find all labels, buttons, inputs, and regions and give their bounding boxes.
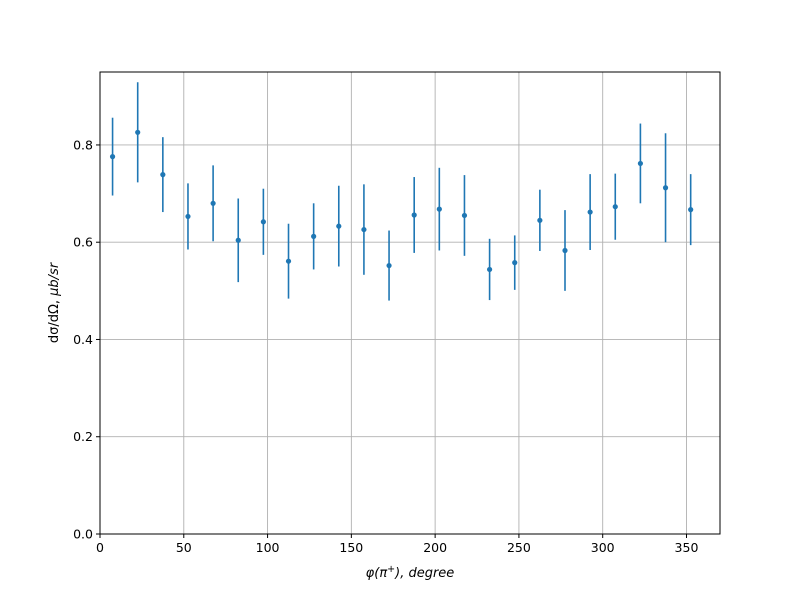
y-tick-label: 0.0 bbox=[73, 527, 93, 542]
data-point bbox=[336, 223, 342, 229]
x-axis-label: φ(π+), degree bbox=[366, 564, 455, 581]
data-point bbox=[160, 172, 166, 178]
x-tick-label: 300 bbox=[591, 540, 615, 555]
data-point bbox=[260, 219, 266, 225]
plot-frame bbox=[99, 71, 721, 535]
y-tick-label: 0.4 bbox=[73, 332, 93, 347]
data-point bbox=[386, 262, 392, 269]
x-tick-label: 100 bbox=[256, 540, 280, 555]
data-point bbox=[135, 129, 141, 135]
y-tick-label: 0.2 bbox=[73, 429, 93, 444]
y-tick-label: 0.6 bbox=[73, 235, 93, 250]
x-tick-label: 150 bbox=[339, 540, 363, 555]
data-point bbox=[185, 213, 191, 220]
x-tick-label: 350 bbox=[675, 540, 699, 555]
x-tick-label: 200 bbox=[423, 540, 447, 555]
data-point bbox=[461, 212, 468, 219]
data-point bbox=[688, 207, 694, 213]
grid bbox=[99, 72, 720, 535]
y-tick-label: 0.8 bbox=[73, 137, 93, 152]
data-point bbox=[537, 217, 543, 223]
data-point bbox=[109, 154, 116, 160]
x-tick-label: 0 bbox=[96, 540, 104, 555]
data-point bbox=[361, 226, 367, 233]
x-tick-label: 250 bbox=[507, 540, 531, 555]
data-point bbox=[637, 160, 644, 167]
data-point bbox=[210, 200, 216, 206]
data-point bbox=[436, 206, 442, 212]
error-bars bbox=[111, 82, 692, 301]
data-point bbox=[562, 247, 568, 254]
x-axis-ticks: 0 50 100 150 200 250 300 350 bbox=[96, 534, 698, 555]
data-point bbox=[662, 185, 669, 191]
y-axis-label: dσ/dΩ, μb/sr bbox=[47, 261, 62, 343]
y-axis-ticks: 0.0 0.2 0.4 0.6 0.8 bbox=[73, 137, 100, 542]
data-point bbox=[285, 258, 292, 264]
data-point bbox=[311, 233, 317, 239]
data-point bbox=[486, 266, 493, 273]
data-points bbox=[109, 129, 694, 273]
x-tick-label: 50 bbox=[176, 540, 192, 555]
data-point bbox=[512, 260, 518, 266]
data-point bbox=[411, 212, 417, 218]
data-point bbox=[587, 209, 593, 215]
data-point bbox=[235, 237, 241, 243]
data-point bbox=[612, 204, 618, 210]
